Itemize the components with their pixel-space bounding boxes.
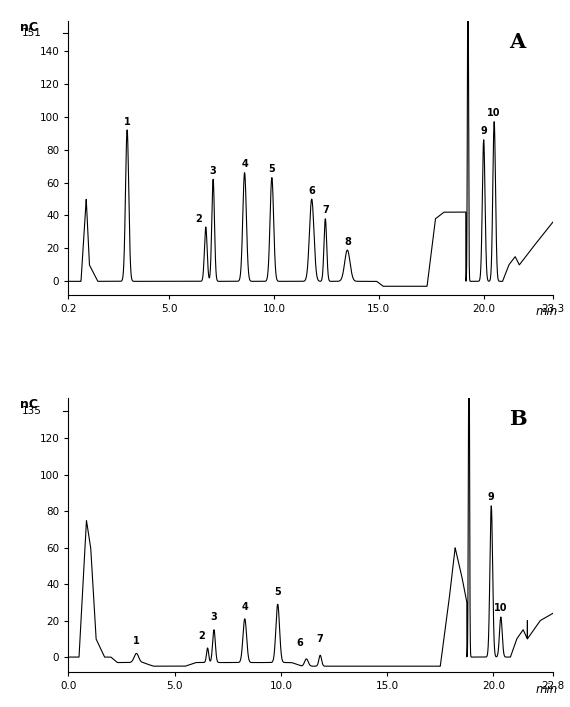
Text: 135: 135 [22, 406, 42, 416]
Text: 1: 1 [133, 636, 140, 646]
Text: B: B [510, 409, 527, 429]
Text: 1: 1 [124, 117, 131, 127]
Text: 5: 5 [274, 587, 281, 597]
Text: 2: 2 [195, 214, 202, 223]
Text: A: A [510, 32, 526, 52]
Text: 8: 8 [344, 237, 351, 247]
Text: 6: 6 [296, 638, 303, 648]
Text: 151: 151 [22, 28, 42, 37]
Text: min: min [535, 682, 557, 696]
Text: 7: 7 [317, 634, 324, 644]
Text: 4: 4 [241, 159, 248, 170]
Text: min: min [535, 305, 557, 318]
Text: 3: 3 [210, 612, 217, 622]
Text: 2: 2 [198, 631, 205, 641]
Text: 5: 5 [268, 164, 275, 175]
Text: 10: 10 [494, 603, 508, 614]
Text: 3: 3 [210, 166, 217, 176]
Text: 9: 9 [481, 127, 487, 136]
Text: 7: 7 [322, 206, 329, 216]
Text: 4: 4 [242, 602, 248, 612]
Text: 10: 10 [487, 108, 501, 118]
Text: nC: nC [20, 21, 38, 34]
Text: nC: nC [20, 398, 38, 411]
Text: 6: 6 [308, 186, 315, 196]
Text: 9: 9 [488, 492, 495, 502]
